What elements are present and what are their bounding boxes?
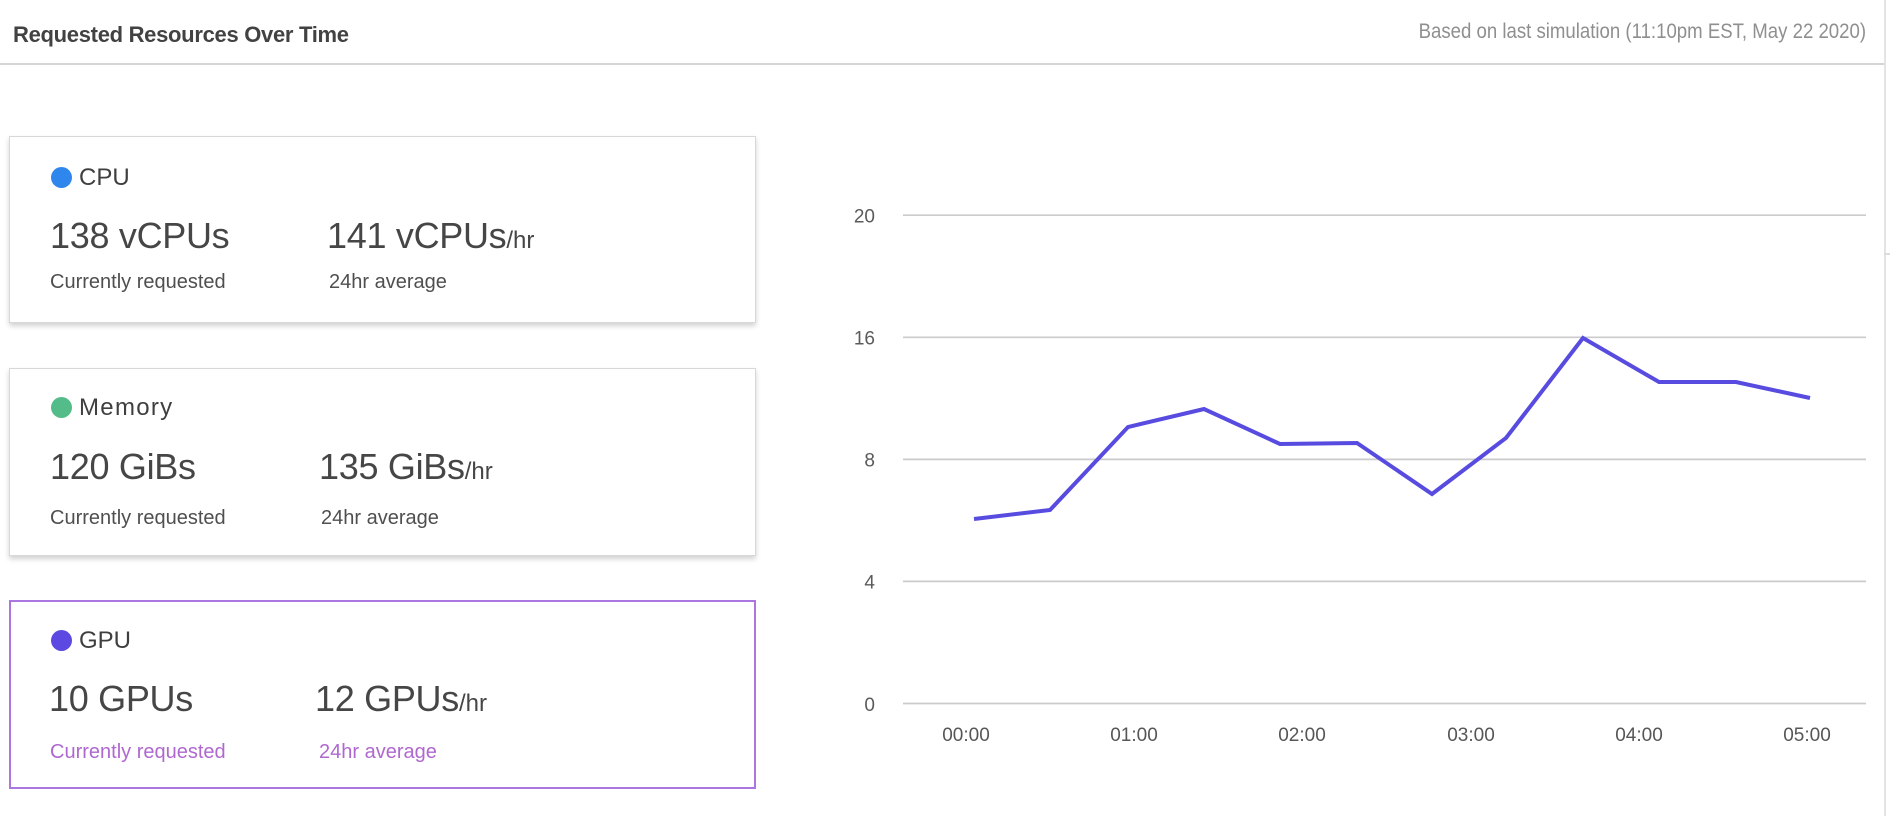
svg-text:01:00: 01:00	[1110, 725, 1158, 746]
svg-text:16: 16	[854, 329, 875, 350]
svg-text:02:00: 02:00	[1278, 725, 1326, 746]
svg-text:04:00: 04:00	[1615, 725, 1663, 746]
svg-text:0: 0	[864, 695, 875, 716]
svg-text:03:00: 03:00	[1447, 725, 1495, 746]
svg-text:05:00: 05:00	[1783, 725, 1831, 746]
svg-text:00:00: 00:00	[942, 725, 990, 746]
svg-text:8: 8	[864, 451, 875, 472]
svg-text:4: 4	[864, 573, 875, 594]
svg-text:20: 20	[854, 207, 875, 228]
